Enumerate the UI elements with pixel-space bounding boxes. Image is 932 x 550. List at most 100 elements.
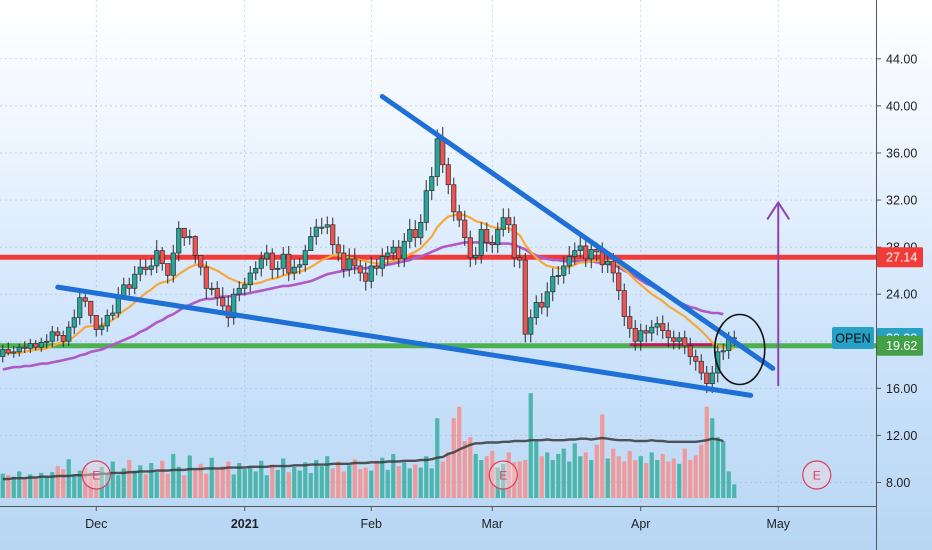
upper-trendline [379, 93, 776, 371]
candle [258, 251, 264, 277]
candle [88, 300, 94, 324]
candle [143, 258, 149, 276]
volume-bar [363, 467, 368, 498]
candle-body [561, 265, 567, 276]
candle [638, 323, 644, 351]
candle-body [181, 227, 187, 239]
volume-bar [66, 459, 71, 498]
candle-body [621, 290, 627, 317]
candle [484, 222, 490, 252]
candle [247, 265, 253, 292]
candle-body [192, 236, 198, 256]
volume-moving-average [2, 436, 724, 481]
volume-bar [501, 463, 506, 498]
volume-bar [253, 471, 258, 498]
volume-bar [39, 472, 44, 498]
volume-bar [589, 460, 594, 498]
candle-body [220, 297, 226, 307]
candle-body [528, 317, 534, 335]
candle [60, 330, 66, 348]
candle-body [280, 253, 286, 269]
candle-body [154, 250, 160, 267]
volume-bar [347, 465, 352, 498]
candle [605, 254, 611, 274]
candle-body [335, 244, 341, 254]
candle-body [55, 331, 61, 336]
price-tick-label: 24.00 [886, 288, 917, 302]
volume-bar [649, 452, 654, 498]
volume-bar [451, 418, 456, 498]
candle-body [319, 226, 325, 229]
time-tick-label: 2021 [231, 517, 259, 531]
candle-body [451, 184, 457, 213]
volume-bar [600, 414, 605, 498]
volume-bar [424, 456, 429, 498]
candle [561, 256, 567, 284]
price-tick-label: 16.00 [886, 382, 917, 396]
candle-body [165, 263, 171, 276]
volume-bar [506, 452, 511, 498]
volume-bar [594, 444, 599, 498]
candle-body [143, 266, 149, 270]
earnings-marker[interactable]: E [802, 460, 832, 490]
candle-body [456, 211, 462, 221]
open-label: OPEN [832, 326, 874, 349]
candle-body [709, 372, 715, 384]
candle [698, 354, 704, 381]
candle [280, 247, 286, 276]
candle [440, 127, 446, 173]
volume-bar [693, 455, 698, 498]
candle [363, 262, 369, 291]
candle [22, 341, 28, 354]
candle-body [682, 337, 688, 347]
candle-body [445, 164, 451, 186]
candle-body [198, 255, 204, 268]
candle [324, 216, 330, 235]
candle [456, 204, 462, 228]
candle [77, 289, 83, 325]
candle [93, 315, 99, 337]
candle-body [132, 273, 138, 289]
volume-bar [28, 474, 33, 498]
candle-body [671, 337, 677, 342]
time-tick-label: May [766, 517, 790, 531]
candle-body [616, 272, 622, 292]
volume-bar [385, 469, 390, 498]
candle-body [170, 252, 176, 276]
candle-body [473, 255, 479, 259]
candle [533, 295, 539, 325]
volume-bar [402, 462, 407, 498]
candle-body [440, 138, 446, 166]
candle-body [231, 293, 237, 319]
candle [693, 349, 699, 371]
candle-body [291, 266, 297, 274]
earnings-marker[interactable]: E [488, 460, 518, 490]
candle [27, 338, 33, 354]
candle-body [412, 229, 418, 239]
candle [44, 334, 50, 349]
candle-body [429, 176, 435, 191]
candle-body [676, 337, 682, 342]
volume-bar [132, 470, 137, 498]
candle [209, 282, 215, 296]
candle [429, 167, 435, 201]
candle-body [275, 267, 281, 270]
candle-body [352, 258, 358, 267]
candle-body [16, 346, 22, 353]
candle [308, 227, 314, 251]
candle-body [555, 275, 561, 277]
volume-bar [226, 461, 231, 498]
candle [275, 261, 281, 278]
volume-bar [710, 418, 715, 498]
candle-body [5, 349, 11, 354]
volume-bar [215, 468, 220, 498]
candle-body [187, 236, 193, 239]
candle-body [610, 260, 616, 274]
candle-body [489, 242, 495, 246]
earnings-marker[interactable]: E [81, 460, 111, 490]
candle [676, 331, 682, 350]
volume-bar [374, 460, 379, 498]
time-tick-label: Feb [360, 517, 382, 531]
volume-bar [726, 471, 731, 498]
